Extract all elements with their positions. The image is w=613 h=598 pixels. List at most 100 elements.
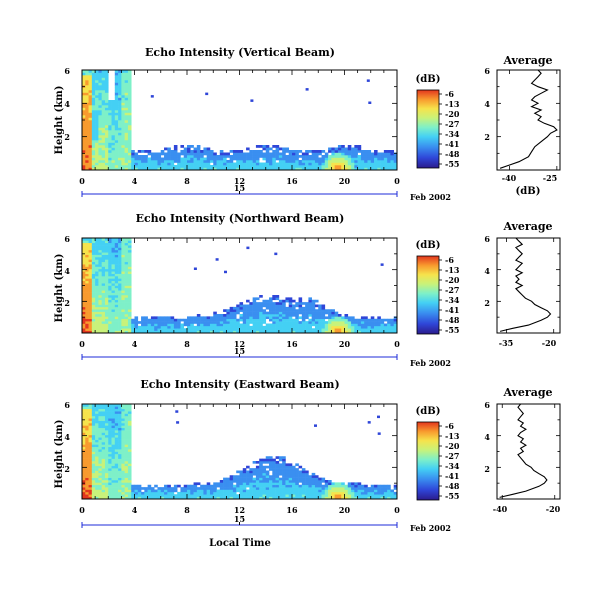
heatmap-cell [282,494,286,497]
heatmap-cell [111,328,116,331]
heatmap-cell [111,142,116,146]
heatmap-cell [318,306,322,310]
heatmap-cell [85,261,89,265]
heatmap-cell [344,484,349,488]
heatmap-cell [321,480,326,483]
heatmap-cell [387,484,391,488]
heatmap-cell [285,311,290,315]
heatmap-cell [118,140,122,143]
heatmap-cell [282,165,286,168]
heatmap-cell [232,152,237,156]
heatmap-cell [272,475,276,478]
heatmap-cell [262,321,267,324]
heatmap-cell [108,494,112,497]
heatmap-cell [328,494,332,497]
heatmap-cell [101,437,106,440]
heatmap-cell [114,90,119,93]
heatmap-cell [292,167,296,171]
heatmap-cell [91,453,96,457]
heatmap-cell [91,90,96,93]
heatmap-cell [98,276,102,279]
average-ticks [497,403,560,500]
heatmap-cell [88,137,93,141]
heatmap-cell [387,160,391,163]
heatmap-cell [255,155,260,158]
heatmap-cell [298,325,303,329]
heatmap-cell [95,155,99,158]
heatmap-cell [111,150,116,153]
heatmap-cell [101,259,106,263]
heatmap-cell [91,437,96,440]
heatmap-cell [193,147,198,151]
heatmap-cell [328,496,332,500]
heatmap-cell [114,264,119,267]
heatmap-cell [285,314,290,317]
heatmap-cell [95,122,99,126]
heatmap-cell [255,316,260,320]
heatmap-cell [196,165,201,168]
heatmap-cell [308,325,312,329]
heatmap-cell [101,290,106,293]
heatmap-cell [318,150,322,153]
heatmap-cell [364,162,368,166]
heatmap-cell [82,117,86,121]
heatmap-cell [278,147,283,151]
heatmap-cell [101,480,106,483]
heatmap-cell [104,120,109,123]
average-ticks [497,69,560,171]
heatmap-cell [354,325,358,329]
heatmap-cell [85,439,89,443]
heatmap-cell [288,311,293,315]
heatmap-cell [127,117,132,121]
heatmap-cell [314,152,319,156]
heatmap-cell [219,480,224,483]
heatmap-cell [118,425,122,429]
heatmap-cell [351,496,355,500]
heatmap-cell [114,145,119,148]
heatmap-cell [111,299,116,303]
heatmap-cell [292,165,296,168]
y-tick-label: 4 [64,99,70,109]
heatmap-cell [124,122,129,126]
heatmap-cell [101,145,106,148]
heatmap-cell [127,278,132,282]
heatmap-cell [282,468,286,471]
heatmap-cell [121,487,125,490]
heatmap-cell [285,147,290,151]
heatmap-cell [180,157,185,161]
heatmap-cell [301,302,306,305]
heatmap-cell [213,162,217,166]
heatmap-cell [341,489,345,493]
heatmap-cell [242,470,247,474]
heatmap-cell [213,487,217,490]
heatmap-cell [118,130,122,133]
heatmap-cell [118,325,122,329]
heatmap-cell [252,297,257,301]
heatmap-cell [108,112,112,116]
heatmap-cell [226,309,230,312]
heatmap-cell [82,137,86,141]
heatmap-cell [82,453,86,457]
heatmap-cell [321,167,326,171]
heatmap-cell [150,487,155,490]
heatmap-cell [101,292,106,296]
heatmap-cell [147,318,152,322]
heatmap-cell [282,489,286,493]
heatmap-cell [334,165,339,168]
heatmap-cell [282,304,286,308]
heatmap-cell [314,489,319,493]
heatmap-cell [154,160,158,163]
heatmap-cell [111,112,116,116]
heatmap-cell [246,165,250,168]
heatmap-cell [390,491,395,495]
heatmap-cell [98,465,102,469]
heatmap-cell [305,321,309,324]
heatmap-cell [124,287,129,291]
heatmap-cell [380,157,385,161]
heatmap-cell [121,240,125,244]
heatmap-cell [111,115,116,118]
heatmap-cell [154,165,158,168]
heatmap-cell [108,273,112,277]
heatmap-cell [91,311,96,315]
heatmap-cell [85,292,89,296]
